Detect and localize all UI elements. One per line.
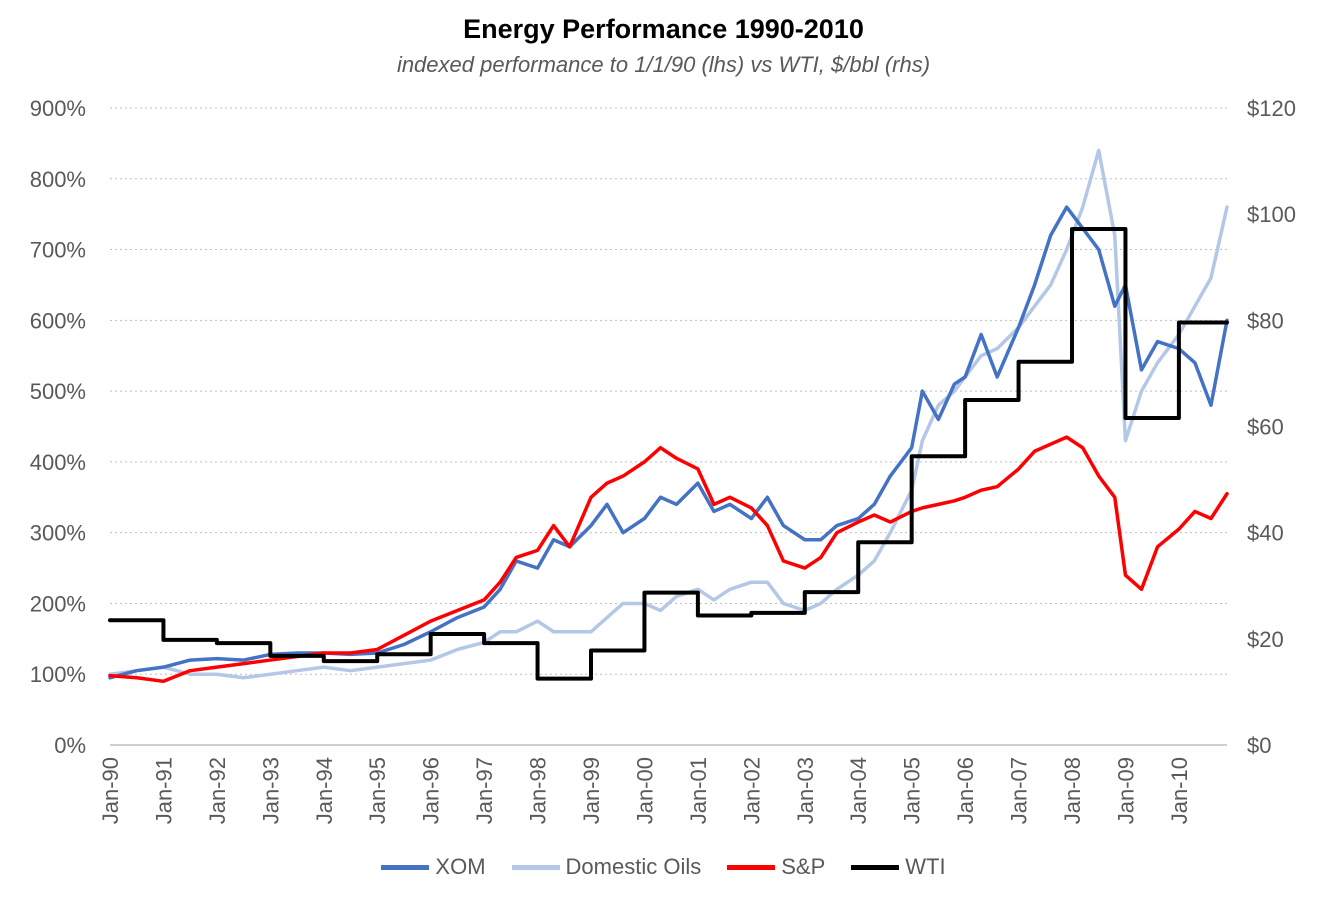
legend-item-domestic-oils: Domestic Oils — [511, 854, 702, 880]
series-line-s-p — [108, 435, 1229, 684]
y-right-tick-label: $100 — [1247, 202, 1296, 227]
x-tick-label: Jan-08 — [1060, 757, 1085, 824]
chart-plot: 0% 100% 200% 300% 400% 500% 600% 700% 800% 900% $0… — [30, 96, 1296, 824]
x-tick-label: Jan-10 — [1167, 757, 1192, 824]
legend-label-wti: WTI — [905, 854, 946, 879]
y-left-tick-label: 700% — [30, 238, 86, 263]
legend-label-xom: XOM — [435, 854, 486, 879]
y-right-tick-label: $40 — [1247, 521, 1284, 546]
x-tick-label: Jan-97 — [472, 757, 497, 824]
y-left-tick-label: 0% — [54, 733, 86, 758]
legend-item-sp: S&P — [727, 854, 825, 880]
chart-title: Energy Performance 1990-2010 — [463, 14, 864, 44]
legend: XOM Domestic Oils S&P WTI — [0, 854, 1327, 880]
y-left-tick-label: 400% — [30, 450, 86, 475]
y-right-tick-label: $0 — [1247, 733, 1271, 758]
legend-label-domestic-oils: Domestic Oils — [565, 854, 702, 879]
legend-label-sp: S&P — [781, 854, 826, 879]
x-tick-label: Jan-92 — [205, 757, 230, 824]
x-tick-label: Jan-03 — [793, 757, 818, 824]
x-tick-label: Jan-93 — [258, 757, 283, 824]
x-tick-label: Jan-90 — [98, 757, 123, 824]
x-tick-label: Jan-96 — [419, 757, 444, 824]
series-line-domestic-oils — [108, 148, 1229, 680]
chart-subtitle: indexed performance to 1/1/90 (lhs) vs W… — [396, 52, 931, 77]
x-tick-label: Jan-94 — [312, 757, 337, 824]
y-left-tick-label: 500% — [30, 379, 86, 404]
y-left-tick-label: 300% — [30, 521, 86, 546]
y-right-tick-label: $20 — [1247, 627, 1284, 652]
x-tick-label: Jan-05 — [900, 757, 925, 824]
legend-item-wti: WTI — [851, 854, 946, 880]
legend-item-xom: XOM — [381, 854, 486, 880]
y-left-tick-label: 800% — [30, 167, 86, 192]
series-line-wti — [108, 227, 1229, 681]
y-left-tick-label: 900% — [30, 96, 86, 121]
x-tick-label: Jan-02 — [739, 757, 764, 824]
x-tick-label: Jan-07 — [1007, 757, 1032, 824]
y-right-tick-label: $120 — [1247, 96, 1296, 121]
x-tick-label: Jan-98 — [526, 757, 551, 824]
y-left-tick-label: 600% — [30, 308, 86, 333]
series-line-xom — [108, 205, 1229, 680]
x-tick-label: Jan-00 — [632, 757, 657, 824]
legend-swatch-xom — [381, 864, 430, 870]
x-tick-label: Jan-91 — [151, 757, 176, 824]
x-tick-label: Jan-01 — [686, 757, 711, 824]
y-left-tick-label: 100% — [30, 662, 86, 687]
x-tick-label: Jan-09 — [1113, 757, 1138, 824]
x-tick-label: Jan-04 — [846, 757, 871, 824]
x-tick-label: Jan-06 — [953, 757, 978, 824]
gridlines — [110, 107, 1227, 675]
axes: 0% 100% 200% 300% 400% 500% 600% 700% 800% 900% $0… — [30, 96, 1296, 824]
x-tick-label: Jan-99 — [579, 757, 604, 824]
y-right-tick-label: $80 — [1247, 308, 1284, 333]
y-left-tick-label: 200% — [30, 591, 86, 616]
y-right-tick-label: $60 — [1247, 415, 1284, 440]
x-tick-label: Jan-95 — [365, 757, 390, 824]
legend-swatch-domestic-oils — [511, 864, 560, 870]
legend-swatch-sp — [727, 864, 776, 870]
series-lines — [108, 148, 1229, 684]
legend-swatch-wti — [851, 864, 900, 870]
